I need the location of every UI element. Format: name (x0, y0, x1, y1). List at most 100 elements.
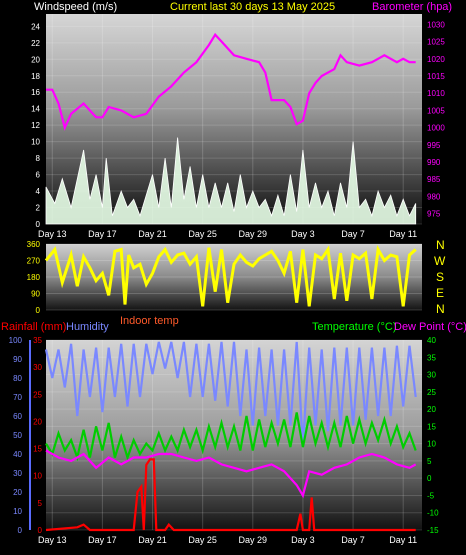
rainfall-line (45, 458, 416, 532)
indoor-temp-title: Indoor temp (120, 315, 179, 327)
x-tick-label: Day 3 (291, 535, 315, 545)
x-tick-label: Day 21 (138, 229, 167, 239)
humidity-title: Humidity (66, 321, 109, 333)
barometer-line (46, 32, 416, 131)
temperature-series (45, 412, 417, 462)
x-tick-label: Day 7 (341, 535, 365, 545)
compass-s: S (436, 270, 444, 284)
humidity-tick-label: 30 (13, 469, 22, 478)
windspeed-tick-label: 6 (36, 171, 41, 180)
barometer-tick-label: 1025 (427, 38, 445, 47)
temperature-title: Temperature (°C) (312, 321, 396, 333)
x-tick-label: Day 11 (389, 229, 417, 239)
barometer-tick-label: 990 (427, 158, 441, 167)
temperature-line (45, 412, 417, 462)
rainfall-tick-label: 15 (33, 445, 42, 454)
humidity-tick-label: 100 (9, 336, 23, 345)
wind-direction-series (44, 244, 417, 307)
direction-tick-label: 270 (27, 257, 41, 266)
humidity-tick-label: 20 (13, 488, 22, 497)
humidity-tick-label: 10 (13, 507, 22, 516)
rainfall-title: Rainfall (mm) (1, 321, 66, 333)
temperature-tick-label: -15 (427, 526, 439, 535)
x-tick-label: Day 3 (291, 229, 315, 239)
humidity-tick-label: 50 (13, 431, 22, 440)
x-tick-label: Day 29 (239, 535, 268, 545)
dewpoint-line (45, 449, 417, 499)
x-tick-label: Day 25 (188, 535, 217, 545)
windspeed-tick-label: 14 (31, 105, 40, 114)
x-tick-label: Day 17 (88, 229, 117, 239)
temperature-tick-label: 20 (427, 405, 436, 414)
barometer-series (46, 32, 416, 131)
temperature-tick-label: 40 (427, 336, 436, 345)
windspeed-tick-label: 10 (31, 138, 40, 147)
barometer-tick-label: 980 (427, 192, 441, 201)
humidity-tick-label: 60 (13, 412, 22, 421)
x-tick-label: Day 7 (341, 229, 365, 239)
barometer-tick-label: 1015 (427, 72, 445, 81)
windspeed-area (45, 137, 417, 225)
barometer-tick-label: 995 (427, 141, 441, 150)
x-tick-label: Day 11 (389, 535, 417, 545)
rainfall-tick-label: 35 (33, 336, 42, 345)
wind-direction-grid (46, 243, 422, 311)
temperature-tick-label: 5 (427, 457, 432, 466)
temperature-tick-label: 10 (427, 440, 436, 449)
barometer-tick-label: 1010 (427, 89, 445, 98)
temperature-tick-label: -5 (427, 491, 435, 500)
rainfall-series (45, 458, 416, 532)
barometer-tick-label: 975 (427, 210, 441, 219)
barometer-axis: 975 980 985 990 995 1000 1005 1010 1015 1020 1025 1… (427, 20, 445, 218)
humidity-tick-label: 80 (13, 374, 22, 383)
x-tick-label: Day 13 (38, 535, 67, 545)
rainfall-tick-label: 30 (33, 363, 42, 372)
direction-tick-label: 0 (36, 306, 41, 315)
barometer-tick-label: 1005 (427, 106, 445, 115)
x-tick-label: Day 21 (138, 535, 167, 545)
humidity-tick-label: 0 (18, 526, 23, 535)
rainfall-tick-label: 20 (33, 417, 42, 426)
x-tick-label: Day 13 (38, 229, 67, 239)
windspeed-tick-label: 8 (36, 154, 41, 163)
rain-temp-grid (46, 339, 422, 531)
wind-direction-axis: 0 90 180 270 360 (27, 240, 41, 315)
chart-title: Current last 30 days 13 May 2025 (170, 1, 335, 13)
temperature-tick-label: 35 (427, 353, 436, 362)
rain-temp-x-axis: Day 13 Day 17 Day 21 Day 25 Day 29 Day 3 Day 7… (38, 535, 417, 545)
x-tick-label: Day 25 (188, 229, 217, 239)
rain-temp-plot-area (46, 340, 422, 530)
temperature-tick-label: 30 (427, 371, 436, 380)
wind-direction-line (44, 244, 417, 307)
humidity-tick-label: 90 (13, 355, 22, 364)
windspeed-title: Windspeed (m/s) (34, 1, 117, 13)
wind-series (45, 137, 417, 225)
windspeed-tick-label: 0 (36, 220, 41, 229)
windspeed-tick-label: 18 (31, 72, 40, 81)
windspeed-tick-label: 2 (36, 204, 41, 213)
rainfall-axis: 0 5 10 15 20 25 30 35 (33, 336, 42, 535)
barometer-tick-label: 1030 (427, 20, 445, 29)
windspeed-tick-label: 20 (31, 55, 40, 64)
wind-direction-plot-area (46, 244, 422, 310)
compass-n-bottom: N (436, 302, 445, 316)
temperature-axis: -15 -10 -5 0 5 10 15 20 25 30 35 40 (427, 336, 439, 535)
humidity-series (44, 341, 417, 445)
temperature-tick-label: 25 (427, 388, 436, 397)
compass-n-top: N (436, 238, 445, 252)
compass-labels: N W S E N (434, 238, 446, 316)
humidity-line (44, 341, 417, 445)
rainfall-tick-label: 0 (38, 526, 43, 535)
windspeed-tick-label: 12 (31, 121, 40, 130)
dewpoint-series (45, 449, 417, 499)
x-tick-label: Day 29 (239, 229, 268, 239)
rainfall-tick-label: 10 (33, 472, 42, 481)
direction-tick-label: 360 (27, 240, 41, 249)
temperature-tick-label: 15 (427, 422, 436, 431)
compass-w: W (434, 254, 446, 268)
barometer-tick-label: 1020 (427, 55, 445, 64)
windspeed-tick-label: 24 (31, 22, 40, 31)
windspeed-tick-label: 4 (36, 187, 41, 196)
barometer-tick-label: 1000 (427, 124, 445, 133)
